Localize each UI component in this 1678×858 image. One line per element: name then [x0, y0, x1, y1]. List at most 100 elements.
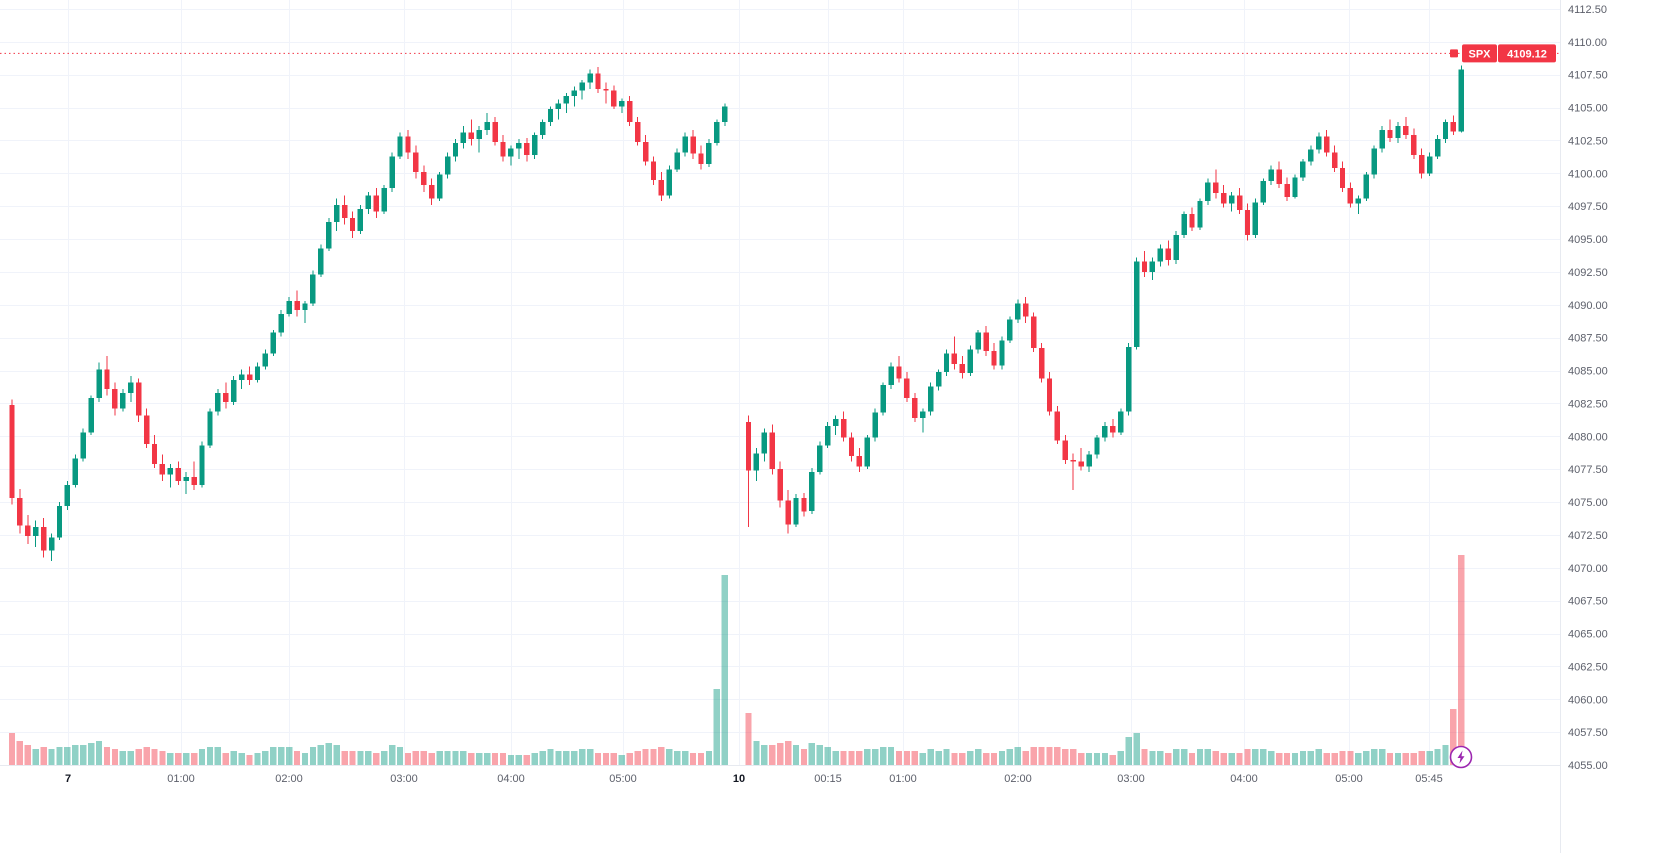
volume-bar [998, 751, 1006, 765]
volume-bar [1212, 751, 1219, 765]
candle [856, 448, 863, 472]
y-axis-label: 4092.50 [1568, 267, 1608, 279]
volume-bar [547, 749, 554, 765]
candle [1411, 128, 1417, 159]
candle [785, 490, 791, 534]
candle-body [151, 444, 158, 464]
volume-bar [563, 751, 570, 765]
volume-bar [476, 753, 483, 765]
candle [1379, 126, 1385, 153]
candle-body [1450, 122, 1457, 132]
volume-bar [539, 751, 546, 765]
volume-bar [8, 733, 16, 765]
candle-body [326, 221, 332, 249]
candle-body [1347, 187, 1354, 204]
last-price-badge-group[interactable]: SPX 4109.12 [1450, 44, 1556, 63]
candle [801, 492, 807, 517]
candle [436, 172, 443, 201]
volume-bar [230, 751, 237, 765]
volume-bar [848, 751, 855, 765]
candle-body [832, 419, 839, 426]
candle-body [674, 152, 680, 170]
volume-bar [1054, 747, 1061, 765]
candle-body [207, 411, 213, 446]
candle [1371, 145, 1377, 179]
volume-bar [491, 753, 499, 765]
candle [88, 395, 94, 435]
candle [1276, 161, 1282, 188]
volume-bar [357, 751, 364, 765]
volume-bar [507, 755, 515, 765]
time-axis[interactable]: 7 01:00 02:00 03:00 04:00 05:00 10 00:15 01:00 02… [65, 773, 1443, 785]
candle-body [104, 369, 110, 389]
volume-bar [571, 751, 578, 765]
volume-bar [792, 745, 800, 765]
candle [682, 132, 688, 157]
candle-body [571, 90, 577, 96]
volume-bar [40, 747, 47, 765]
candle [175, 461, 181, 485]
volume-bar [349, 751, 356, 765]
candle [1442, 119, 1449, 144]
candle [349, 211, 356, 238]
candle-body [270, 332, 277, 354]
candle [1118, 408, 1124, 435]
volume-bar [586, 749, 594, 765]
candle-body [1228, 195, 1235, 204]
candle-body [848, 437, 855, 457]
candle-body [1189, 214, 1195, 228]
volume-bar [175, 753, 182, 765]
candle-body [357, 208, 364, 232]
volume-bar [784, 741, 792, 765]
candle [231, 375, 237, 405]
volume-bar [872, 749, 879, 765]
volume-bar [388, 745, 396, 765]
quick-order-button[interactable] [1449, 745, 1473, 769]
candle-body [452, 143, 459, 157]
candle [832, 415, 839, 435]
candle [413, 145, 419, 179]
candle-body [1015, 303, 1021, 320]
candle [1221, 185, 1227, 208]
candle-body [1149, 261, 1156, 272]
candle-body [524, 143, 530, 155]
candle-body [389, 156, 395, 188]
volume-bar [816, 745, 823, 765]
volume-bar [982, 753, 990, 765]
volume-bar [1006, 749, 1014, 765]
candle [825, 421, 831, 449]
candle [254, 362, 261, 383]
candle-body [1458, 69, 1465, 132]
candle-body [801, 498, 807, 512]
candle [1062, 434, 1069, 464]
volume-bar [1030, 747, 1037, 765]
volume-bar [103, 747, 111, 765]
volume-bar [238, 753, 245, 765]
candle-body [991, 350, 997, 366]
candle-body [223, 392, 229, 403]
candle [1395, 122, 1401, 144]
volume-bar [95, 741, 103, 765]
candle-body [817, 445, 823, 472]
volume-bar [634, 751, 641, 765]
volume-bar [1014, 747, 1021, 765]
candle [183, 471, 189, 495]
candle [333, 198, 340, 232]
candle-body [476, 129, 482, 140]
candle [880, 382, 886, 416]
candle [429, 178, 435, 205]
candle [1363, 172, 1369, 201]
volume-bar [365, 751, 372, 765]
candle [935, 369, 942, 391]
price-axis[interactable]: 4112.50 4110.00 4107.50 4105.00 4102.50 4100.… [1568, 4, 1608, 772]
candle-body [1260, 181, 1267, 203]
candle-body [1419, 154, 1425, 174]
x-axis-label: 01:00 [889, 773, 917, 785]
candle [642, 135, 649, 166]
candle-body [1157, 248, 1164, 262]
candle-body [714, 122, 720, 144]
candle-body [563, 95, 570, 104]
candle-body [975, 332, 981, 350]
candle [595, 66, 601, 94]
